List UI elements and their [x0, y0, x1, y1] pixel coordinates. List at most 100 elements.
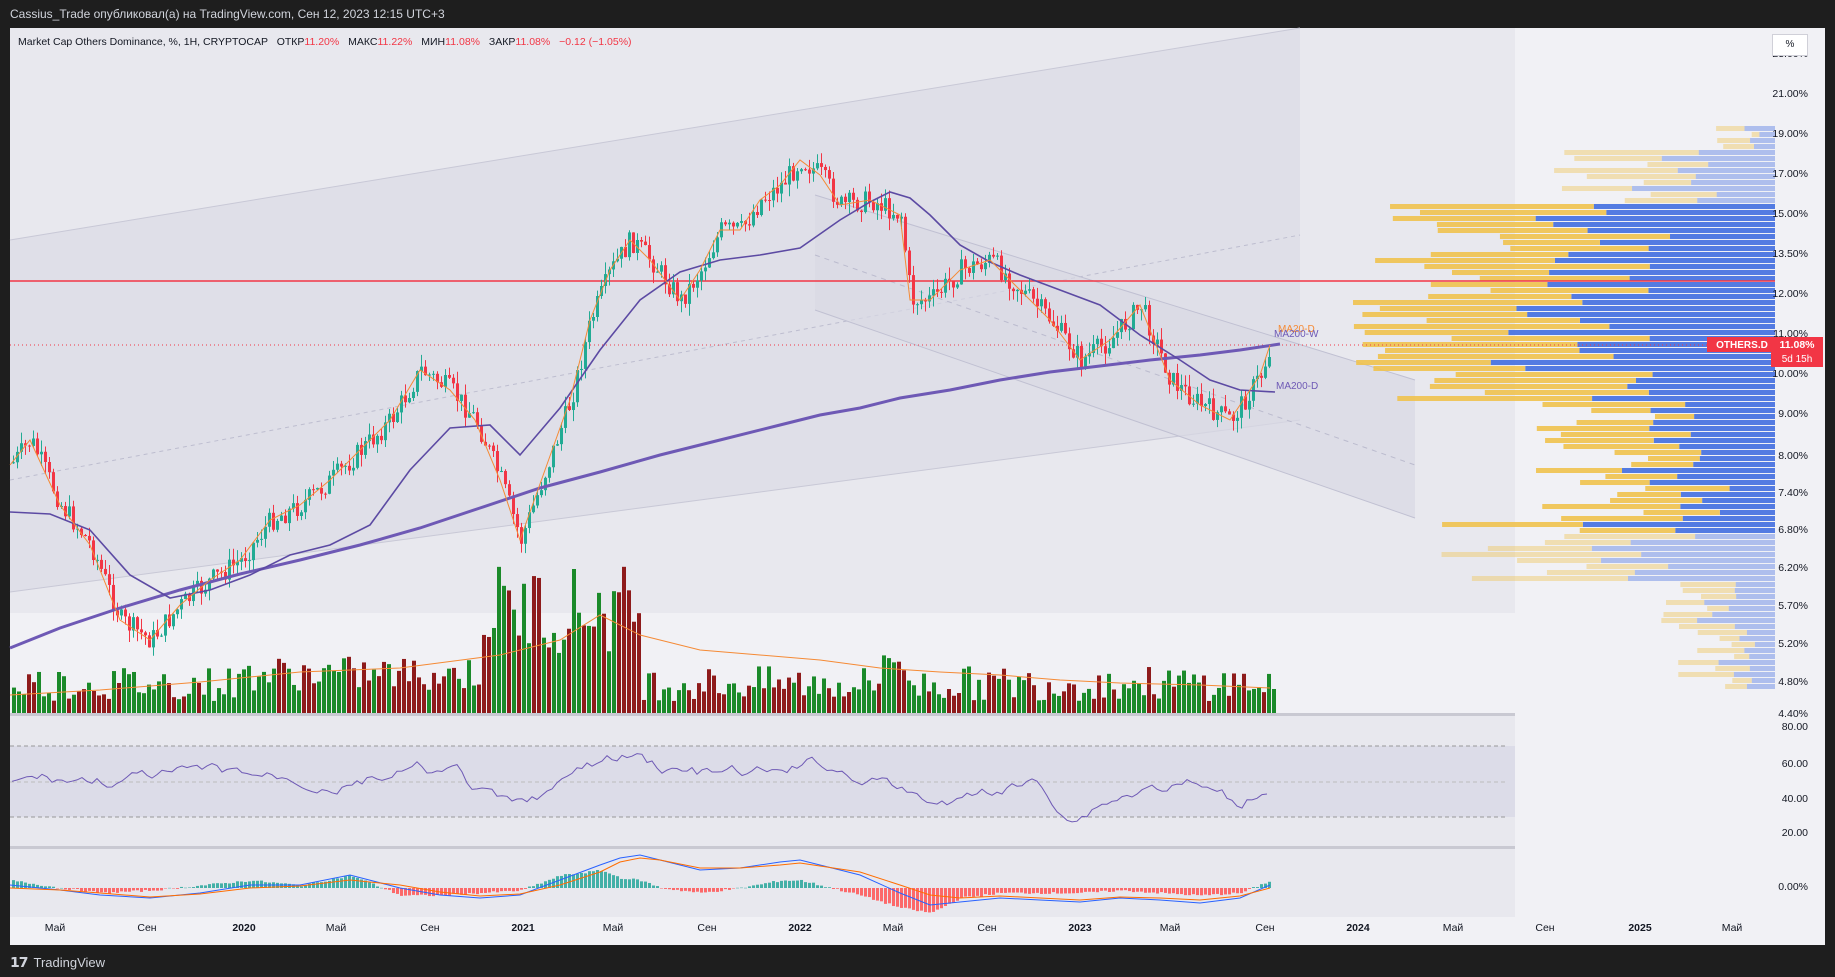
macd-hist-bar	[1184, 888, 1187, 896]
profile-bar-yellow	[1643, 180, 1692, 185]
candle-body	[976, 261, 979, 265]
profile-bar-yellow	[1434, 378, 1636, 383]
profile-bar-blue	[1716, 192, 1775, 197]
profile-bar-yellow	[1678, 672, 1734, 677]
rsi-line[interactable]	[11, 753, 1268, 823]
macd-hist-bar	[552, 878, 555, 888]
macd-hist-bar	[460, 888, 463, 895]
macd-hist-bar	[160, 888, 163, 891]
macd-pane[interactable]	[10, 849, 1515, 917]
macd-hist-bar	[1124, 888, 1127, 891]
candle-body	[664, 265, 667, 285]
volume-bar	[137, 692, 141, 713]
volume-bar	[1272, 688, 1276, 713]
candle-body	[1128, 329, 1131, 331]
percent-scale-button[interactable]: %	[1772, 34, 1808, 56]
macd-hist-bar	[176, 888, 179, 889]
profile-bar-yellow	[1643, 510, 1720, 515]
volume-bar	[862, 668, 866, 713]
macd-hist-bar	[508, 888, 511, 891]
ma200w-line[interactable]	[9, 342, 1281, 650]
price-axis-label: 4.40%	[1778, 708, 1808, 720]
volume-bar	[52, 700, 56, 713]
tradingview-logo[interactable]: 𝟭𝟳 TradingView	[10, 954, 105, 971]
price-axis[interactable]: 23.00%21.00%19.00%17.00%15.00%13.50%12.0…	[1772, 48, 1808, 720]
rsi-axis[interactable]: 80.00 60.00 40.00 20.00	[1782, 721, 1808, 839]
macd-hist-bar	[748, 886, 751, 888]
macd-hist-bar	[228, 883, 231, 888]
candle-body	[1112, 337, 1115, 349]
volume-bar	[1047, 682, 1051, 713]
volume-bar	[742, 696, 746, 713]
macd-hist-bar	[656, 886, 659, 888]
channel-mid-line[interactable]	[9, 234, 1301, 481]
candle-body	[552, 445, 555, 468]
candle-body	[84, 535, 87, 537]
legend-title: Market Cap Others Dominance, %, 1H, CRYP…	[18, 36, 268, 48]
volume-bar	[587, 625, 591, 713]
volume-bar	[737, 692, 741, 713]
channel-upper-line[interactable]	[9, 27, 1301, 241]
candle-body	[876, 203, 879, 211]
volume-bar	[492, 627, 496, 713]
candle-body	[404, 395, 407, 403]
profile-bar-yellow	[1373, 366, 1526, 371]
profile-bar-blue	[1694, 414, 1775, 419]
profile-bar-blue	[1593, 204, 1775, 209]
volume-bar	[417, 677, 421, 713]
macd-hist-bar	[1252, 887, 1255, 888]
profile-bar-yellow	[1436, 222, 1554, 227]
candle-body	[424, 366, 427, 376]
volume-bar	[772, 687, 776, 713]
candle-body	[896, 214, 899, 219]
ma20d-line[interactable]	[9, 159, 1271, 641]
macd-hist-bar	[992, 888, 995, 895]
pane-separator-1[interactable]	[10, 713, 1515, 716]
channel-lower-line[interactable]	[9, 419, 1301, 593]
profile-bar-blue	[1571, 294, 1775, 299]
candle-body	[648, 245, 651, 260]
volume-bar	[837, 682, 841, 713]
macd-hist-bar	[432, 888, 435, 897]
candle-body	[1256, 375, 1259, 380]
volume-bar	[792, 682, 796, 713]
volume-bar	[507, 590, 511, 713]
time-axis[interactable]: Май Сен 2020 Май Сен 2021 Май Сен 2022 Май Сен 2023…	[45, 922, 1743, 934]
volume-bar	[717, 693, 721, 713]
ascending-channel[interactable]	[10, 28, 1300, 592]
profile-bar-yellow	[1419, 210, 1607, 215]
candle-body	[764, 199, 767, 201]
macd-hist-bar	[616, 876, 619, 888]
profile-bar-yellow	[1441, 552, 1642, 557]
series-legend[interactable]: Market Cap Others Dominance, %, 1H, CRYP…	[18, 36, 632, 48]
macd-hist-bar	[88, 888, 91, 891]
legend-open-label: ОТКР	[276, 36, 305, 48]
profile-bar-yellow	[1364, 330, 1509, 335]
candle-body	[668, 284, 671, 295]
profile-bar-blue	[1653, 420, 1775, 425]
desc-upper-line[interactable]	[814, 194, 1416, 381]
candle-body	[160, 635, 163, 637]
macd-axis[interactable]: 0.00%	[1778, 881, 1808, 893]
profile-bar-blue	[1587, 228, 1775, 233]
macd-hist-bar	[900, 888, 903, 908]
profile-bar-blue	[1629, 276, 1775, 281]
macd-signal-line[interactable]	[9, 857, 1271, 901]
profile-bar-yellow	[1442, 522, 1583, 527]
candle-body	[1040, 299, 1043, 307]
macd-line[interactable]	[9, 854, 1271, 906]
volume-bar	[212, 700, 216, 713]
volume-bar	[567, 628, 571, 713]
profile-bar-blue	[1599, 240, 1775, 245]
macd-hist-bar	[1144, 888, 1147, 893]
candle-body	[596, 296, 599, 317]
ma200d-line[interactable]	[9, 191, 1276, 599]
pane-separator-2[interactable]	[10, 846, 1515, 849]
macd-hist-bar	[1008, 888, 1011, 893]
volume-profile	[1353, 126, 1775, 689]
candle-body	[20, 443, 23, 452]
volume-bar	[887, 658, 891, 713]
candle-body	[312, 489, 315, 491]
volume-bar	[102, 694, 106, 713]
